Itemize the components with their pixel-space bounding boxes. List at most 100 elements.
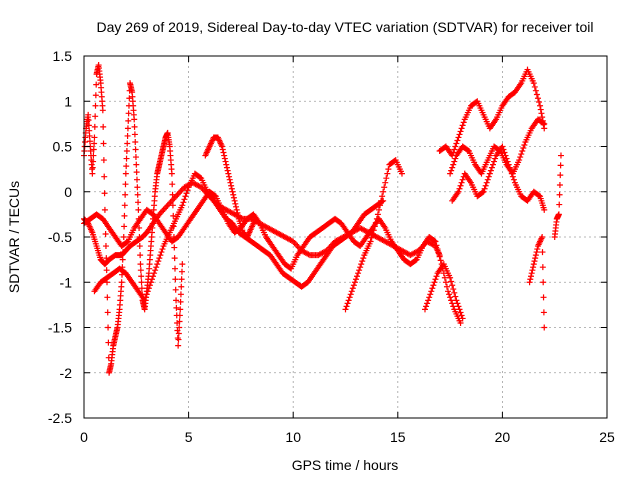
data-point-interp [479,189,486,196]
data-point-interp [456,185,463,192]
data-point-interp [104,309,111,316]
data-point-interp [175,330,182,337]
series-s4 [81,62,186,376]
data-point-interp [170,212,177,219]
data-point-interp [138,279,145,286]
data-point-interp [222,158,229,165]
data-point-interp [120,249,127,256]
data-point-interp [134,191,141,198]
data-point-interp [520,145,527,152]
data-point-interp [382,179,389,186]
data-point [89,170,96,177]
data-point-interp [92,102,99,109]
x-tick-label: 25 [599,429,615,445]
data-point-interp [121,202,128,209]
data-point [231,197,238,204]
data-point [505,161,512,168]
data-point-interp [540,120,547,127]
data-point-interp [174,327,181,334]
data-point-interp [223,164,230,171]
data-point-interp [539,249,546,256]
data-point-interp [491,158,498,165]
data-point-interp [519,148,526,155]
data-point [447,274,454,281]
data-point-interp [372,219,379,226]
data-point-interp [441,274,448,281]
data-point-interp [180,199,187,206]
data-point [137,261,144,268]
data-point [348,288,355,295]
data-point-interp [137,252,144,259]
data-point-interp [105,324,112,331]
data-point [122,170,129,177]
data-point-interp [537,106,544,113]
data-point-interp [357,264,364,271]
data-point [526,279,533,286]
data-point-interp [449,282,456,289]
data-point-interp [379,193,386,200]
data-point-interp [446,291,453,298]
data-point [453,297,460,304]
data-point [223,161,230,168]
data-point-interp [459,176,466,183]
data-point-interp [517,154,524,161]
data-point-interp [532,252,539,259]
x-axis: 0 5 10 15 20 25 [80,56,615,445]
data-point-interp [433,242,440,249]
data-point [91,134,98,141]
data-point [539,234,546,240]
data-point-interp [369,230,376,237]
data-point-interp [343,303,350,310]
data-point [480,188,487,195]
data-point-interp [233,206,240,213]
data-point-interp [221,155,228,162]
data-point-interp [176,312,183,319]
data-point-interp [172,276,179,283]
data-point [85,111,92,118]
data-point-interp [356,267,363,274]
data-point-interp [430,282,437,289]
data-point [170,234,177,240]
data-point-interp [158,249,165,256]
data-point-interp [178,283,185,290]
data-point-interp [528,270,535,277]
data-point [541,324,548,331]
data-point-interp [119,271,126,278]
data-points [81,62,564,376]
data-point-interp [429,285,436,292]
data-point-interp [177,298,184,305]
data-point-interp [105,339,112,346]
series-s3 [91,170,387,304]
data-point-interp [534,95,541,102]
data-point-interp [539,114,546,121]
data-point-interp [457,182,464,189]
data-point-interp [133,169,140,176]
data-point [168,170,175,177]
data-point-interp [176,324,183,331]
data-point-interp [152,267,159,274]
data-point-interp [451,289,458,296]
data-point-interp [157,252,164,259]
data-point-interp [228,182,235,189]
data-point [177,306,184,313]
data-point-interp [138,273,145,280]
data-point-interp [533,249,540,256]
data-point-interp [138,285,145,292]
data-point-interp [536,192,543,199]
data-point-interp [171,244,178,251]
y-tick-label: 0 [64,184,72,200]
data-point-interp [102,218,109,225]
data-point [541,206,548,213]
data-point-interp [159,246,166,253]
x-tick-label: 20 [495,429,511,445]
data-point [252,215,259,222]
data-point-interp [175,336,182,343]
data-point-interp [133,176,140,183]
data-point-interp [509,173,516,180]
data-point-interp [533,91,540,98]
data-point [432,238,439,245]
data-point-interp [431,237,438,244]
data-point-interp [379,198,386,205]
data-point-interp [119,256,126,263]
data-point [367,238,374,245]
